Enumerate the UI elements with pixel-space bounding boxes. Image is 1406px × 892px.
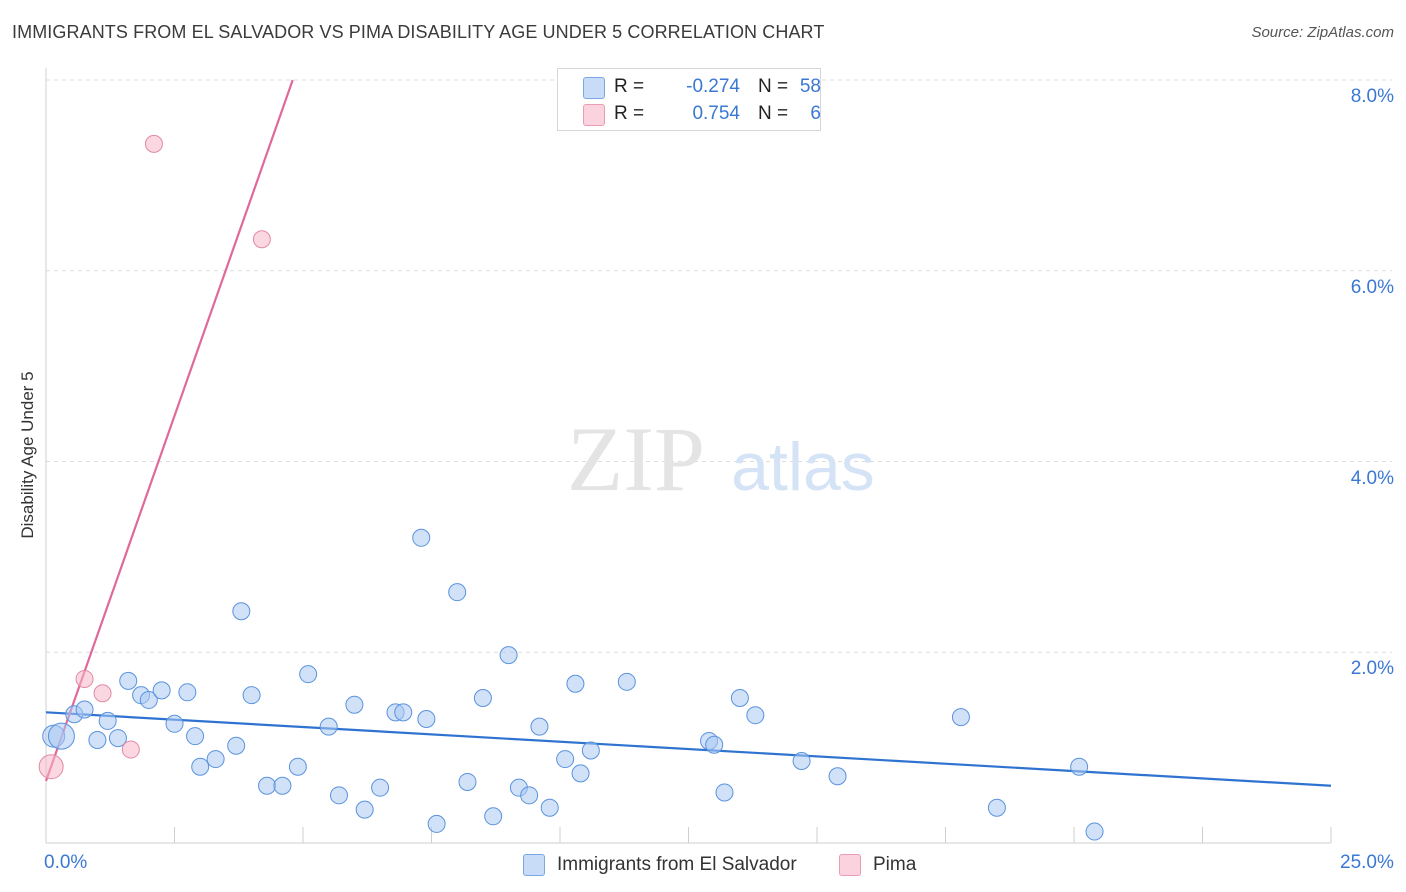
data-point-el-salvador [75, 700, 94, 719]
data-point-el-salvador [258, 776, 277, 795]
stats-r-value: -0.274 [686, 76, 740, 97]
stats-r-label: R = [614, 103, 645, 124]
data-point-el-salvador [345, 695, 364, 714]
data-point-el-salvador [152, 681, 171, 700]
x-tick-label-max: 25.0% [1340, 852, 1394, 873]
source-label: Source: ZipAtlas.com [1251, 24, 1394, 41]
data-point-el-salvador [227, 736, 246, 755]
data-point-el-salvador [484, 807, 503, 826]
data-point-el-salvador [273, 776, 292, 795]
data-point-el-salvador [1070, 757, 1089, 776]
data-point-pima [144, 134, 163, 153]
stats-r-label: R = [614, 76, 645, 97]
y-tick-label: 2.0% [1350, 658, 1394, 680]
trend-layer [44, 79, 1332, 787]
legend-item-pima[interactable]: Pima [839, 852, 916, 878]
data-point-el-salvador [715, 783, 734, 802]
data-point-el-salvador [355, 800, 374, 819]
watermark: ZIP atlas [567, 408, 875, 510]
data-point-el-salvador [427, 814, 446, 833]
data-point-el-salvador [108, 729, 127, 748]
data-point-el-salvador [987, 798, 1006, 817]
data-point-el-salvador [556, 750, 575, 769]
data-point-el-salvador [232, 602, 251, 621]
data-point-el-salvador [165, 714, 184, 733]
data-point-el-salvador [417, 710, 436, 729]
data-point-el-salvador [412, 528, 431, 547]
stats-r-value: 0.754 [692, 103, 740, 124]
legend-swatch-el-salvador [523, 854, 545, 876]
data-point-el-salvador [119, 671, 138, 690]
data-point-el-salvador [186, 727, 205, 746]
stats-n-label: N = [758, 103, 789, 124]
data-point-pima [75, 669, 94, 688]
data-point-el-salvador [520, 786, 539, 805]
data-point-el-salvador [473, 689, 492, 708]
data-point-el-salvador [98, 711, 117, 730]
data-point-el-salvador [566, 674, 585, 693]
data-point-el-salvador [499, 646, 518, 665]
y-tick-label: 6.0% [1350, 276, 1394, 298]
stats-n-value: 58 [799, 76, 821, 97]
watermark-zip: ZIP [567, 408, 705, 510]
data-point-el-salvador [319, 717, 338, 736]
data-point-el-salvador [951, 708, 970, 727]
trend-line [44, 79, 294, 782]
data-point-el-salvador [705, 735, 724, 754]
legend-label-pima: Pima [873, 854, 917, 875]
legend-swatch-pima [839, 854, 861, 876]
stats-swatch-pima [583, 104, 605, 126]
data-point-el-salvador [448, 583, 467, 602]
y-tick-label: 4.0% [1350, 467, 1394, 489]
data-point-el-salvador [571, 764, 590, 783]
data-point-el-salvador [394, 703, 413, 722]
data-point-el-salvador [139, 690, 158, 709]
data-point-el-salvador [47, 722, 75, 750]
data-point-el-salvador [206, 750, 225, 769]
watermark-atlas: atlas [731, 429, 875, 505]
legend-item-el-salvador[interactable]: Immigrants from El Salvador [523, 852, 797, 878]
data-point-el-salvador [540, 798, 559, 817]
data-point-el-salvador [299, 665, 318, 684]
stats-legend-box: R = -0.274 N = 58 R = 0.754 N = 6 [557, 68, 821, 131]
data-point-el-salvador [828, 767, 847, 786]
x-tick-label-min: 0.0% [44, 852, 88, 873]
data-point-el-salvador [371, 778, 390, 797]
chart-title: IMMIGRANTS FROM EL SALVADOR VS PIMA DISA… [12, 22, 825, 42]
legend-label-el-salvador: Immigrants from El Salvador [557, 854, 797, 875]
data-point-el-salvador [617, 672, 636, 691]
points-layer [38, 134, 1104, 841]
data-point-el-salvador [746, 706, 765, 725]
stats-swatch-el-salvador [583, 77, 605, 99]
stats-n-label: N = [758, 76, 789, 97]
data-point-pima [38, 754, 64, 780]
data-point-pima [252, 230, 271, 249]
data-point-el-salvador [792, 751, 811, 770]
data-point-el-salvador [329, 786, 348, 805]
trend-line [45, 711, 1332, 787]
data-point-el-salvador [242, 686, 261, 705]
data-point-el-salvador [1085, 822, 1104, 841]
data-point-el-salvador [530, 717, 549, 736]
stats-n-value: 6 [810, 103, 821, 124]
data-point-pima [93, 684, 112, 703]
data-point-el-salvador [458, 772, 477, 791]
data-point-pima [121, 740, 140, 759]
data-point-el-salvador [88, 730, 107, 749]
y-tick-label: 8.0% [1350, 86, 1394, 107]
y-axis-label: Disability Age Under 5 [18, 371, 37, 539]
grid-layer [46, 79, 1392, 653]
data-point-el-salvador [730, 689, 749, 708]
data-point-el-salvador [288, 757, 307, 776]
data-point-el-salvador [191, 757, 210, 776]
data-point-el-salvador [178, 683, 197, 702]
data-point-el-salvador [581, 741, 600, 760]
